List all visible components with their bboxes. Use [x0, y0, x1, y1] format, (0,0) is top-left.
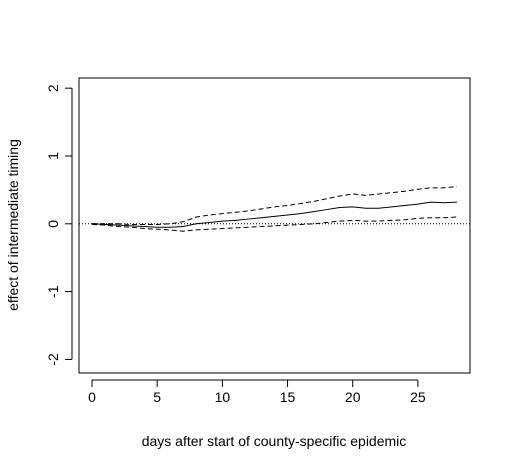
y-tick-label: -2 [45, 353, 61, 366]
x-tick-label: 0 [88, 389, 96, 405]
x-tick-label: 5 [153, 389, 161, 405]
y-axis-label: effect of intermediate timing [5, 139, 21, 311]
y-tick-label: 1 [45, 152, 61, 160]
estimate-line [92, 201, 457, 228]
confidence-band-line-1 [92, 186, 458, 225]
series-group [92, 186, 458, 232]
x-axis-label: days after start of county-specific epid… [142, 433, 407, 449]
plot-area-frame [78, 77, 471, 374]
x-tick-label: 20 [345, 389, 361, 405]
y-axis: -2 -1 0 1 2 [45, 84, 73, 366]
confidence-band-line-2 [92, 216, 457, 232]
x-axis: 0 5 10 15 20 25 [88, 379, 426, 405]
y-tick-label: 2 [45, 84, 61, 92]
y-tick-label: -1 [45, 285, 61, 298]
x-tick-label: 15 [280, 389, 296, 405]
x-tick-label: 10 [215, 389, 231, 405]
y-tick-label: 0 [45, 220, 61, 228]
x-tick-label: 25 [410, 389, 426, 405]
